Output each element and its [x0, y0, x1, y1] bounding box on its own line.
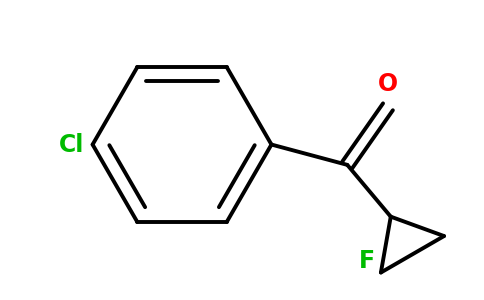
Text: F: F: [359, 249, 375, 273]
Text: O: O: [378, 72, 398, 96]
Text: Cl: Cl: [59, 133, 84, 157]
